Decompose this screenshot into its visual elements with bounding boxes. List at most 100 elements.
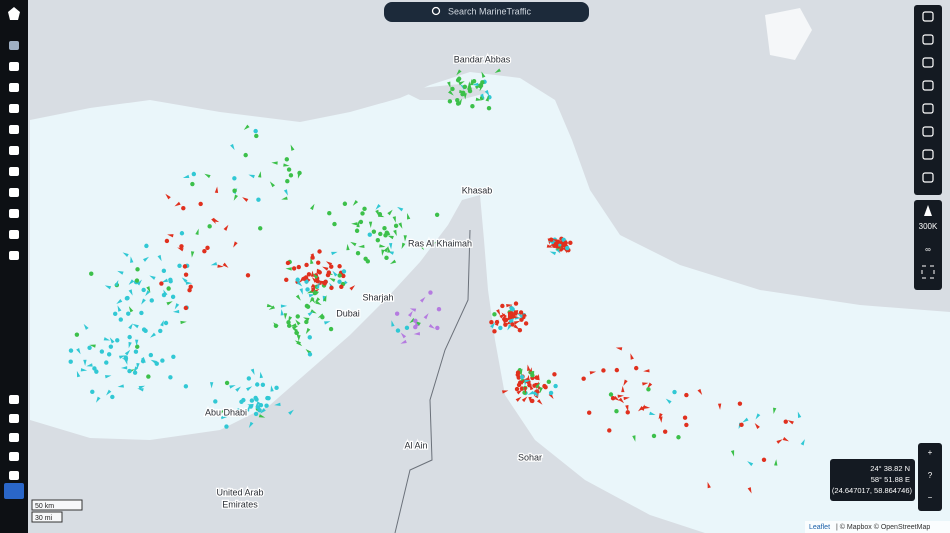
vessel bbox=[296, 264, 301, 270]
sidebar-icon[interactable] bbox=[9, 433, 19, 442]
vessel bbox=[463, 93, 467, 100]
vessel bbox=[83, 323, 89, 330]
sidebar-icon[interactable] bbox=[9, 471, 19, 480]
sidebar-icon[interactable] bbox=[9, 125, 19, 134]
vessel bbox=[171, 354, 176, 360]
vessel bbox=[283, 163, 290, 167]
zoom-in[interactable]: + bbox=[928, 448, 933, 457]
vessel bbox=[472, 82, 479, 86]
vessel bbox=[157, 254, 162, 262]
toolbar-icon[interactable] bbox=[922, 172, 934, 183]
scale-metric-label: 50 km bbox=[35, 503, 54, 510]
logo[interactable] bbox=[8, 7, 20, 20]
vessel bbox=[315, 282, 320, 289]
vessel bbox=[455, 98, 460, 103]
vessel bbox=[707, 481, 711, 489]
sidebar-icon[interactable] bbox=[9, 251, 19, 260]
vessel bbox=[305, 287, 310, 292]
border bbox=[394, 229, 471, 533]
toolbar-icon[interactable] bbox=[922, 103, 934, 114]
range-label[interactable]: 300K bbox=[919, 222, 938, 231]
vessel bbox=[249, 398, 255, 403]
vessel bbox=[684, 392, 689, 398]
sidebar-icon[interactable] bbox=[9, 209, 19, 218]
sidebar-icon[interactable] bbox=[9, 452, 19, 461]
vessel bbox=[480, 80, 485, 85]
vessel bbox=[87, 345, 92, 350]
vessel bbox=[104, 375, 112, 379]
vessel bbox=[295, 331, 300, 339]
vessel bbox=[327, 211, 332, 216]
sidebar-icon[interactable] bbox=[9, 188, 19, 197]
help[interactable]: ? bbox=[928, 471, 933, 480]
sidebar-icon[interactable] bbox=[9, 83, 19, 92]
vessel bbox=[269, 181, 276, 188]
vessel bbox=[515, 370, 521, 375]
vessel bbox=[494, 319, 500, 325]
vessel bbox=[246, 376, 252, 381]
vessel bbox=[166, 286, 171, 291]
attribution-leaflet[interactable]: Leaflet bbox=[809, 524, 830, 531]
vessel bbox=[530, 373, 535, 378]
sidebar-active[interactable] bbox=[4, 483, 24, 499]
vessel bbox=[682, 415, 688, 420]
toolbar-icon[interactable] bbox=[922, 149, 934, 160]
vessel bbox=[384, 255, 389, 261]
vessel bbox=[617, 394, 624, 398]
vessel bbox=[224, 380, 230, 386]
vessel bbox=[314, 297, 321, 303]
vessel bbox=[471, 78, 477, 84]
vessel bbox=[301, 276, 307, 281]
toolbar-icon[interactable] bbox=[922, 126, 934, 137]
vessel bbox=[339, 284, 344, 290]
sidebar-icon[interactable] bbox=[9, 414, 19, 423]
vessel bbox=[254, 133, 259, 139]
toolbar-icon[interactable] bbox=[922, 11, 934, 22]
vessel bbox=[492, 312, 497, 317]
vessel bbox=[83, 359, 87, 367]
vessel bbox=[183, 384, 189, 389]
vessel bbox=[623, 396, 630, 401]
vessel bbox=[191, 171, 197, 177]
vessel bbox=[240, 411, 248, 415]
vessel bbox=[285, 179, 290, 184]
sidebar-icon[interactable] bbox=[9, 167, 19, 176]
vessel bbox=[290, 323, 297, 327]
view-icon[interactable]: ∞ bbox=[925, 245, 931, 254]
vessel bbox=[104, 360, 109, 365]
vessel bbox=[355, 251, 361, 256]
vessel bbox=[283, 189, 288, 196]
vessel bbox=[202, 248, 207, 254]
sidebar-icon[interactable] bbox=[9, 395, 19, 404]
vessel bbox=[179, 231, 185, 236]
search-placeholder[interactable]: Search MarineTraffic bbox=[448, 6, 532, 16]
vessel bbox=[297, 335, 301, 342]
vessel bbox=[589, 371, 597, 375]
vessel bbox=[320, 280, 328, 284]
vessel bbox=[377, 212, 383, 217]
vessel bbox=[89, 344, 96, 348]
toolbar-icon[interactable] bbox=[922, 80, 934, 91]
zoom-out[interactable]: − bbox=[928, 493, 933, 502]
sidebar-icon[interactable] bbox=[9, 41, 19, 50]
vessel bbox=[174, 201, 181, 207]
vessel bbox=[268, 305, 276, 310]
vessel bbox=[527, 390, 535, 395]
sidebar-icon[interactable] bbox=[9, 62, 19, 71]
sidebar-icon[interactable] bbox=[9, 146, 19, 155]
vessel bbox=[118, 355, 126, 359]
north-icon[interactable] bbox=[924, 205, 932, 216]
attribution-providers[interactable]: | © Mapbox © OpenStreetMap bbox=[836, 523, 930, 531]
vessel bbox=[291, 266, 297, 271]
sidebar-icon[interactable] bbox=[9, 104, 19, 113]
fullscreen-icon[interactable] bbox=[921, 265, 935, 279]
toolbar-icon[interactable] bbox=[922, 57, 934, 68]
vessel bbox=[258, 402, 264, 408]
sidebar-icon[interactable] bbox=[9, 230, 19, 239]
vessel bbox=[295, 319, 301, 326]
toolbar-icon[interactable] bbox=[922, 34, 934, 45]
vessel bbox=[632, 435, 636, 442]
vessel bbox=[500, 303, 505, 309]
vessel bbox=[214, 186, 219, 193]
vessel bbox=[378, 231, 383, 237]
